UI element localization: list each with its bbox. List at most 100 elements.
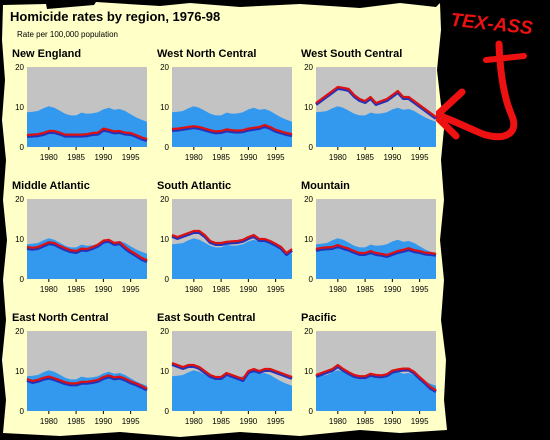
y-tick-label: 20 [160, 63, 169, 72]
national-rate-area [172, 106, 292, 147]
panel-title: East South Central [157, 312, 255, 324]
x-tick-label: 1980 [329, 285, 347, 294]
region-rate-line [315, 243, 437, 257]
panel-west-south-central: West South Central 0 10 20 1980 1985 1990 1995 [301, 48, 437, 162]
region-rate-line [26, 238, 148, 262]
x-tick-label: 1995 [122, 153, 140, 162]
x-tick-label: 1995 [411, 285, 429, 294]
panel-title: East North Central [12, 312, 109, 324]
region-rate-line [26, 374, 148, 390]
x-tick-label: 1990 [239, 285, 257, 294]
x-tick-label: 1990 [239, 153, 257, 162]
y-tick-label: 10 [15, 235, 24, 244]
x-tick-label: 1985 [356, 285, 374, 294]
region-rate-line [315, 363, 437, 392]
y-tick-label: 20 [160, 195, 169, 204]
x-tick-label: 1980 [40, 285, 58, 294]
region-line-shadow [315, 245, 437, 258]
national-rate-area [27, 106, 147, 147]
y-tick-label: 10 [160, 103, 169, 112]
y-tick-label: 0 [20, 275, 25, 284]
national-rate-area [27, 238, 147, 279]
y-tick-label: 0 [165, 407, 170, 416]
x-tick-label: 1985 [356, 417, 374, 426]
region-rate-line [171, 361, 293, 381]
x-tick-label: 1980 [185, 417, 203, 426]
y-tick-label: 10 [15, 367, 24, 376]
x-tick-label: 1985 [212, 417, 230, 426]
y-tick-label: 10 [160, 235, 169, 244]
panel-title: New England [12, 48, 81, 60]
x-tick-label: 1980 [185, 285, 203, 294]
national-rate-area [172, 370, 292, 411]
y-tick-label: 0 [20, 407, 25, 416]
x-tick-label: 1995 [267, 417, 285, 426]
panel-title: South Atlantic [157, 180, 231, 192]
region-rate-line [315, 85, 437, 118]
x-tick-label: 1990 [383, 285, 401, 294]
annotation-arrowhead [432, 88, 466, 140]
panel-mountain: Mountain 0 10 20 1980 1985 1990 1995 [301, 180, 437, 294]
x-tick-label: 1995 [411, 417, 429, 426]
x-tick-label: 1995 [267, 285, 285, 294]
panel-pacific: Pacific 0 10 20 1980 1985 1990 1995 [301, 312, 437, 426]
national-rate-area [316, 106, 436, 147]
x-tick-label: 1990 [94, 285, 112, 294]
annotation: TEX-ASS [432, 10, 534, 141]
x-tick-label: 1985 [212, 285, 230, 294]
x-tick-label: 1985 [212, 153, 230, 162]
x-tick-label: 1990 [94, 153, 112, 162]
panel-east-north-central: East North Central 0 10 20 1980 1985 1990 1995 [12, 312, 148, 426]
x-tick-label: 1980 [40, 417, 58, 426]
y-tick-label: 20 [304, 327, 313, 336]
y-tick-label: 20 [304, 195, 313, 204]
annotation-arrow-stroke [483, 53, 527, 63]
x-tick-label: 1985 [67, 285, 85, 294]
x-tick-label: 1995 [411, 153, 429, 162]
x-tick-label: 1995 [122, 285, 140, 294]
region-rate-line [171, 229, 293, 255]
region-line-shadow [171, 231, 293, 256]
y-tick-label: 20 [15, 327, 24, 336]
y-tick-label: 0 [309, 275, 314, 284]
y-tick-label: 0 [309, 407, 314, 416]
panel-title: Pacific [301, 312, 336, 324]
x-tick-label: 1980 [329, 153, 347, 162]
x-tick-label: 1980 [40, 153, 58, 162]
y-tick-label: 10 [304, 367, 313, 376]
x-tick-label: 1985 [67, 153, 85, 162]
panel-middle-atlantic: Middle Atlantic 0 10 20 1980 1985 1990 1995 [12, 180, 148, 294]
y-tick-label: 0 [165, 275, 170, 284]
x-tick-label: 1980 [185, 153, 203, 162]
y-tick-label: 20 [304, 63, 313, 72]
y-tick-label: 10 [160, 367, 169, 376]
x-tick-label: 1995 [122, 417, 140, 426]
x-tick-label: 1990 [383, 153, 401, 162]
chart-subtitle: Rate per 100,000 population [17, 30, 118, 39]
y-tick-label: 20 [15, 63, 24, 72]
x-tick-label: 1985 [67, 417, 85, 426]
panel-title: West South Central [301, 48, 402, 60]
annotation-text: TEX-ASS [450, 10, 534, 40]
y-tick-label: 10 [15, 103, 24, 112]
panel-title: Middle Atlantic [12, 180, 90, 192]
x-tick-label: 1990 [94, 417, 112, 426]
panel-west-north-central: West North Central 0 10 20 1980 1985 1990 1995 [157, 48, 293, 162]
chart-title: Homicide rates by region, 1976-98 [10, 9, 220, 24]
panel-new-england: New England 0 10 20 1980 1985 1990 1995 [12, 48, 148, 162]
y-tick-label: 0 [309, 143, 314, 152]
y-tick-label: 0 [165, 143, 170, 152]
x-tick-label: 1990 [383, 417, 401, 426]
y-tick-label: 0 [20, 143, 25, 152]
national-rate-area [316, 370, 436, 411]
y-tick-label: 10 [304, 103, 313, 112]
region-rate-line [171, 123, 293, 136]
region-line-shadow [26, 239, 148, 264]
x-tick-label: 1995 [267, 153, 285, 162]
panel-title: Mountain [301, 180, 350, 192]
annotation-arrow [436, 40, 518, 141]
x-tick-label: 1985 [356, 153, 374, 162]
panel-title: West North Central [157, 48, 256, 60]
y-tick-label: 20 [15, 195, 24, 204]
